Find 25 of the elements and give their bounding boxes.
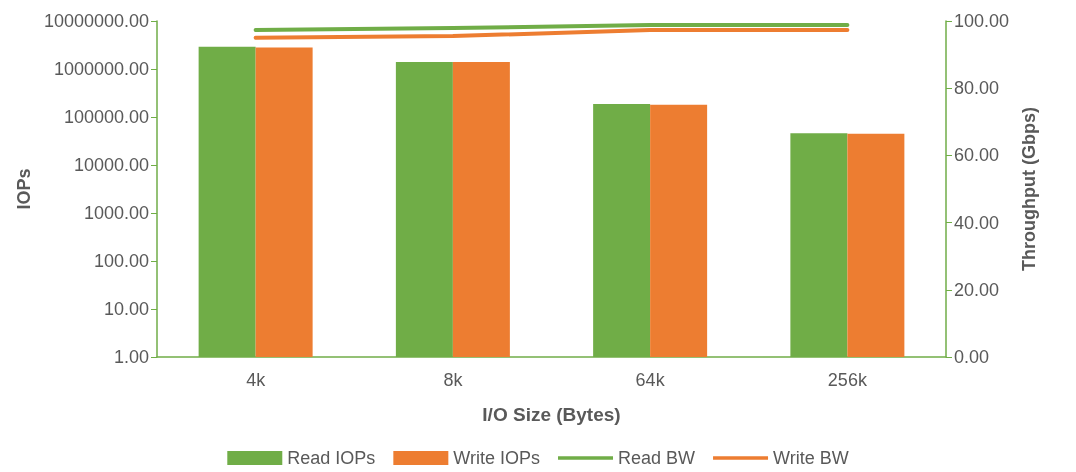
x-tick-label: 256k <box>827 370 868 390</box>
y2-tick-label: 80.00 <box>954 78 1000 99</box>
legend-label: Read BW <box>618 448 696 468</box>
x-tick-label: 4k <box>246 370 267 390</box>
y-tick-label: 10000.00 <box>73 155 149 175</box>
legend-label: Write BW <box>773 448 849 468</box>
y-tick-label: 10.00 <box>103 299 149 319</box>
y-axis-title: IOPs <box>13 168 34 210</box>
y2-tick-label: 0.00 <box>954 347 990 367</box>
y-tick-label: 1000000.00 <box>53 59 149 79</box>
x-axis-title: I/O Size (Bytes) <box>482 404 621 425</box>
y2-tick-label: 40.00 <box>954 212 1000 233</box>
x-tick-label: 64k <box>635 370 666 390</box>
legend-label: Read IOPs <box>287 448 376 468</box>
y2-tick-label: 20.00 <box>954 279 1000 300</box>
y-tick-label: 1000.00 <box>83 203 149 223</box>
y2-tick-label: 100.00 <box>954 11 1010 31</box>
y-tick-label: 100000.00 <box>63 107 149 127</box>
legend-label: Write IOPs <box>453 448 541 468</box>
x-tick-label: 8k <box>443 370 464 390</box>
y-tick-label: 10000000.00 <box>43 11 149 31</box>
y2-axis-title: Throughput (Gbps) <box>1018 107 1039 271</box>
y-tick-label: 1.00 <box>113 347 149 367</box>
y-tick-label: 100.00 <box>93 251 149 271</box>
y2-tick-label: 60.00 <box>954 145 1000 166</box>
